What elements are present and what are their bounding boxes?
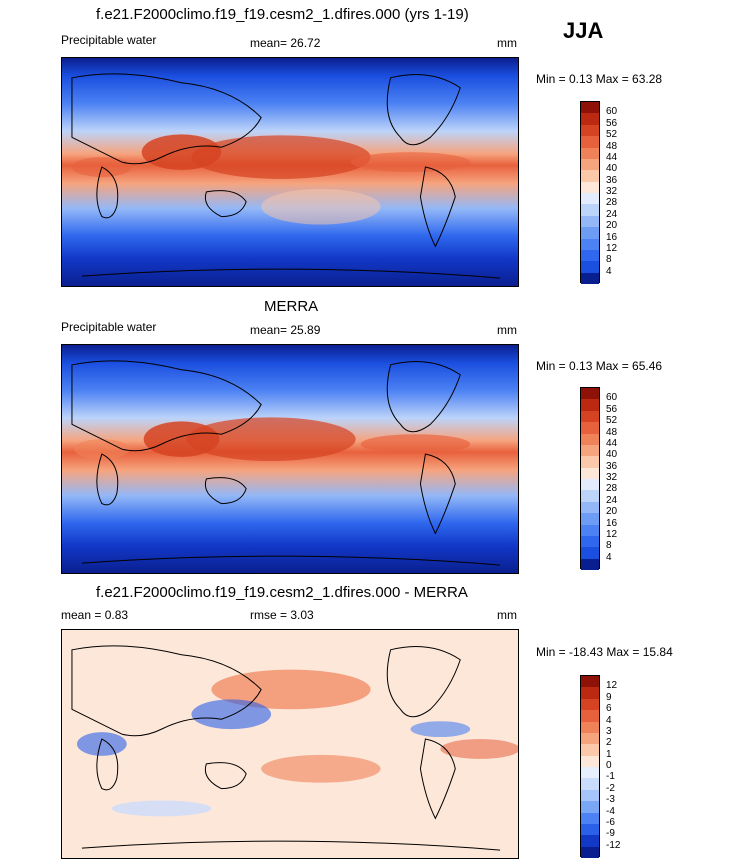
season-label: JJA [563, 18, 604, 43]
model-colorbar-tick: 8 [606, 254, 612, 266]
diff-map-field [62, 630, 518, 858]
obs-variable-label: Precipitable water [61, 320, 157, 334]
model-minmax-label: Min = 0.13 Max = 63.28 [536, 72, 663, 86]
model-colorbar [580, 101, 600, 284]
diff-map [61, 629, 519, 859]
diff-colorbar-tick: -3 [606, 794, 615, 806]
model-colorbar-tick: 36 [606, 174, 618, 186]
obs-colorbar-tick: 44 [606, 437, 618, 449]
diff-colorbar-tick: 3 [606, 725, 612, 737]
diff-colorbar-tick: 2 [606, 737, 612, 749]
obs-colorbar-tick: 56 [606, 403, 618, 415]
obs-minmax-label: Min = 0.13 Max = 65.46 [536, 359, 663, 373]
diff-title: f.e21.F2000climo.f19_f19.cesm2_1.dfires.… [96, 584, 468, 601]
model-colorbar-tick: 56 [606, 117, 618, 129]
model-colorbar-tick: 28 [606, 197, 618, 209]
diff-units-label: mm [497, 608, 517, 622]
obs-colorbar-tick: 24 [606, 494, 618, 506]
obs-colorbar-tick: 16 [606, 517, 618, 529]
model-colorbar-tick: 48 [606, 140, 618, 152]
obs-map-field [62, 345, 518, 573]
model-colorbar-tick: 32 [606, 186, 618, 197]
obs-colorbar-tick: 4 [606, 551, 612, 563]
model-units-label: mm [497, 36, 517, 50]
model-colorbar-tick: 4 [606, 265, 612, 277]
diff-rmse-label: rmse = 3.03 [250, 608, 314, 622]
diff-colorbar-tick: -12 [606, 839, 621, 851]
obs-map [61, 344, 519, 574]
diff-colorbar-tick: 9 [606, 691, 612, 703]
model-variable-label: Precipitable water [61, 33, 157, 47]
diff-colorbar-tick: 6 [606, 703, 612, 715]
model-mean-label: mean= 26.72 [250, 36, 321, 50]
obs-colorbar-tick: 52 [606, 415, 618, 427]
obs-colorbar-tick: 12 [606, 528, 618, 540]
diff-colorbar-tick: 0 [606, 760, 612, 771]
diff-colorbar-tick: -9 [606, 828, 615, 840]
obs-colorbar-tick: 36 [606, 460, 618, 472]
diff-colorbar-tick: -4 [606, 805, 615, 817]
diff-mean-label: mean = 0.83 [61, 608, 129, 622]
model-colorbar-tick: 44 [606, 151, 618, 163]
obs-colorbar [580, 387, 600, 570]
model-colorbar-tick: 52 [606, 129, 618, 141]
model-colorbar-tick: 12 [606, 242, 618, 254]
model-map [61, 57, 519, 287]
diff-colorbar [580, 675, 600, 858]
diff-colorbar-tick: -2 [606, 782, 615, 794]
model-colorbar-tick: 16 [606, 231, 618, 243]
model-colorbar-tick: 20 [606, 220, 618, 232]
obs-colorbar-tick: 20 [606, 506, 618, 518]
model-colorbar-tick: 60 [606, 106, 618, 118]
obs-colorbar-tick: 60 [606, 392, 618, 404]
obs-title: MERRA [264, 298, 319, 315]
model-title: f.e21.F2000climo.f19_f19.cesm2_1.dfires.… [96, 6, 469, 23]
diff-colorbar-tick: 12 [606, 680, 618, 692]
model-colorbar-tick: 24 [606, 208, 618, 220]
diff-colorbar-tick: -1 [606, 771, 615, 783]
diff-minmax-label: Min = -18.43 Max = 15.84 [536, 645, 673, 659]
diff-colorbar-tick: -6 [606, 816, 615, 828]
model-map-field [62, 58, 518, 286]
obs-mean-label: mean= 25.89 [250, 323, 321, 337]
model-colorbar-tick: 40 [606, 163, 618, 175]
diff-colorbar-tick: 1 [606, 748, 612, 760]
obs-colorbar-tick: 48 [606, 426, 618, 438]
obs-colorbar-tick: 8 [606, 540, 612, 552]
obs-colorbar-tick: 32 [606, 472, 618, 483]
obs-colorbar-tick: 28 [606, 483, 618, 495]
obs-units-label: mm [497, 323, 517, 337]
obs-colorbar-tick: 40 [606, 449, 618, 461]
diff-colorbar-tick: 4 [606, 714, 612, 726]
